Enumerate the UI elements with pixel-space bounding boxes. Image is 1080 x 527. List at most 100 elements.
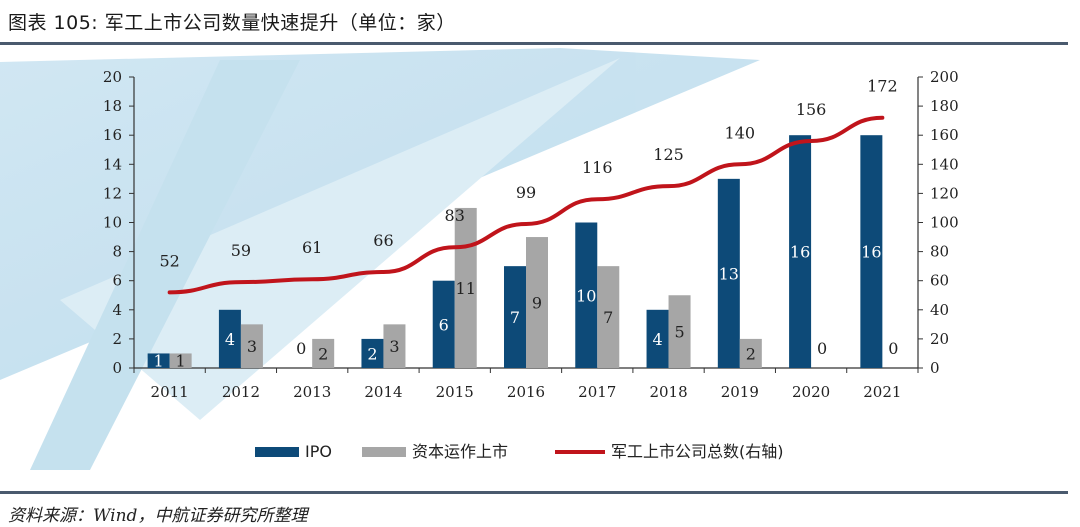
label-ipo: 7 (510, 308, 520, 327)
y-right-tick-label: 100 (930, 214, 959, 232)
label-total: 66 (373, 231, 393, 250)
y-left-tick-label: 14 (103, 155, 122, 173)
y-left-tick-label: 2 (112, 330, 122, 348)
label-total: 140 (725, 123, 756, 142)
x-tick-label: 2021 (863, 383, 901, 401)
label-total: 59 (231, 241, 251, 260)
y-right-tick-label: 180 (930, 97, 959, 115)
y-left-tick-label: 0 (112, 359, 122, 377)
label-capital: 0 (888, 339, 898, 358)
y-right-tick-label: 160 (930, 126, 959, 144)
x-tick-label: 2016 (507, 383, 545, 401)
y-left-tick-label: 16 (103, 126, 122, 144)
bar-ipo (646, 309, 669, 368)
y-left-tick-label: 4 (112, 301, 122, 319)
legend-label-total: 军工上市公司总数(右轴) (611, 442, 784, 461)
bar-ipo (860, 135, 883, 368)
label-total: 83 (445, 206, 465, 225)
x-tick-label: 2020 (792, 383, 830, 401)
footer-rule (0, 491, 1068, 494)
legend: IPO 资本运作上市 军工上市公司总数(右轴) (255, 442, 784, 461)
label-total: 116 (582, 158, 613, 177)
header-rule (0, 42, 1068, 45)
label-ipo: 4 (652, 330, 662, 349)
x-tick-label: 2014 (364, 383, 402, 401)
bar-capital (383, 324, 406, 368)
bar-ipo (575, 222, 598, 368)
label-total: 156 (796, 100, 827, 119)
bar-ipo (789, 135, 812, 368)
bar-ipo (432, 280, 455, 368)
label-capital: 3 (247, 337, 257, 356)
label-ipo: 1 (154, 352, 164, 371)
y-right-tick-label: 60 (930, 272, 949, 290)
y-right-tick-label: 40 (930, 301, 949, 319)
label-capital: 2 (318, 344, 328, 363)
bar-capital (240, 324, 263, 368)
label-ipo: 4 (225, 330, 235, 349)
bar-ipo (147, 353, 170, 368)
y-left-tick-label: 8 (112, 243, 122, 261)
y-left-tick-label: 18 (103, 97, 122, 115)
line-series (167, 115, 885, 295)
label-ipo: 0 (296, 339, 306, 358)
label-total: 99 (516, 183, 536, 202)
y-left-tick-label: 12 (103, 184, 122, 202)
y-left-tick-label: 6 (112, 272, 122, 290)
label-ipo: 13 (719, 264, 739, 283)
label-capital: 7 (603, 308, 613, 327)
bar-ipo (717, 178, 740, 368)
legend-swatch-capital (362, 447, 406, 457)
x-tick-label: 2011 (151, 383, 189, 401)
label-ipo: 16 (861, 243, 881, 262)
label-total: 61 (302, 238, 322, 257)
label-total: 172 (867, 77, 898, 96)
bar-capital (597, 266, 620, 368)
label-capital: 9 (532, 294, 542, 313)
x-tick-label: 2013 (293, 383, 331, 401)
bar-capital (668, 295, 691, 368)
y-right-tick-label: 200 (930, 68, 959, 86)
label-ipo: 6 (439, 315, 449, 334)
y-right-tick-label: 140 (930, 155, 959, 173)
bar-ipo (361, 338, 384, 368)
y-right-tick-label: 20 (930, 330, 949, 348)
bar-ipo (218, 309, 241, 368)
chart: 0246810121416182002040608010012014016018… (0, 48, 959, 470)
label-total: 125 (653, 145, 684, 164)
label-capital: 2 (746, 344, 756, 363)
bar-capital (526, 237, 548, 368)
y-right-tick-label: 120 (930, 184, 959, 202)
label-capital: 0 (817, 339, 827, 358)
axes: 0246810121416182002040608010012014016018… (103, 68, 959, 401)
y-left-tick-label: 20 (103, 68, 122, 86)
x-tick-label: 2018 (649, 383, 687, 401)
label-capital: 11 (456, 279, 476, 298)
x-tick-label: 2012 (222, 383, 260, 401)
label-total: 52 (159, 251, 179, 270)
label-capital: 5 (674, 323, 684, 342)
line-total (167, 115, 885, 295)
legend-label-capital: 资本运作上市 (412, 442, 508, 461)
y-right-tick-label: 0 (930, 359, 940, 377)
watermark-plane-icon (0, 48, 760, 470)
source-note: 资料来源：Wind，中航证券研究所整理 (8, 506, 308, 526)
bar-capital (169, 353, 192, 368)
label-ipo: 10 (576, 286, 596, 305)
bar-capital (312, 338, 335, 368)
label-capital: 3 (389, 337, 399, 356)
legend-label-ipo: IPO (305, 442, 332, 461)
x-tick-label: 2017 (578, 383, 616, 401)
label-capital: 1 (176, 352, 186, 371)
bar-capital (739, 338, 762, 368)
legend-swatch-ipo (255, 447, 299, 457)
label-ipo: 2 (367, 344, 377, 363)
bar-ipo (504, 266, 526, 368)
x-tick-label: 2015 (436, 383, 474, 401)
chart-title: 图表 105: 军工上市公司数量快速提升（单位：家） (8, 12, 456, 34)
label-ipo: 16 (790, 243, 810, 262)
y-right-tick-label: 80 (930, 243, 949, 261)
y-left-tick-label: 10 (103, 214, 122, 232)
x-tick-label: 2019 (721, 383, 759, 401)
